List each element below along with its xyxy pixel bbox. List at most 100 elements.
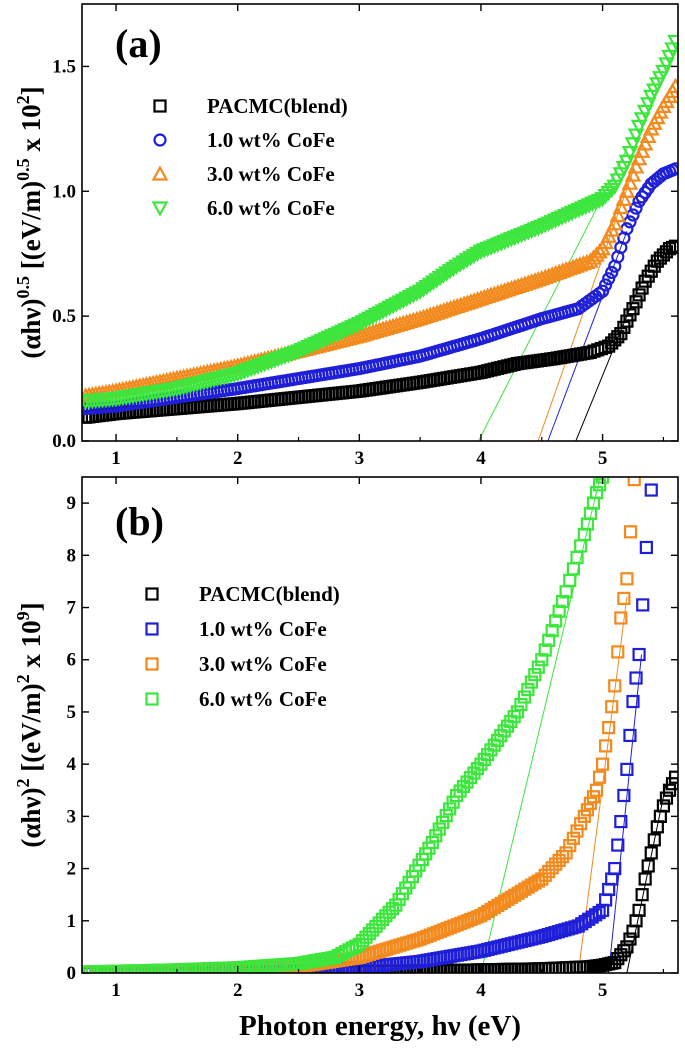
data-point — [428, 273, 446, 289]
data-point — [574, 817, 588, 831]
y-axis-label-part: (αhν) — [16, 788, 46, 848]
data-point — [542, 633, 556, 647]
data-point — [667, 34, 678, 51]
legend-marker — [145, 692, 159, 706]
data-point — [441, 264, 459, 280]
data-point — [629, 671, 643, 685]
data-point — [435, 268, 452, 285]
data-point — [549, 857, 563, 871]
data-point — [632, 647, 646, 662]
y-axis-label: (αhν)0.5 [(eV/m)0.5 x 102] — [13, 86, 46, 358]
data-point — [330, 326, 348, 342]
data-point — [499, 233, 517, 249]
data-point — [668, 239, 678, 253]
data-point — [249, 359, 267, 375]
data-point — [444, 261, 462, 278]
data-point — [394, 293, 412, 309]
data-point — [545, 861, 559, 875]
data-point — [516, 226, 534, 242]
data-point — [550, 212, 568, 228]
data-point — [636, 135, 654, 151]
plot-area — [82, 34, 678, 441]
data-point — [379, 909, 393, 923]
y-tick-label: 2 — [67, 859, 77, 880]
y-axis-label-sup: 0.5 — [13, 276, 33, 299]
data-point — [546, 213, 564, 229]
data-point — [451, 257, 469, 273]
data-point — [408, 286, 426, 302]
data-point — [448, 259, 465, 276]
plot-area — [82, 477, 678, 973]
legend-marker — [153, 133, 167, 147]
data-point — [602, 721, 616, 735]
y-axis-label-sup: 0.5 — [13, 158, 33, 181]
data-point — [611, 838, 625, 852]
data-point — [438, 266, 456, 282]
data-point — [334, 324, 351, 341]
data-point — [665, 240, 678, 255]
data-point — [458, 253, 476, 269]
data-point — [589, 783, 604, 797]
data-point — [378, 302, 395, 319]
data-point — [615, 190, 633, 207]
data-point — [603, 182, 621, 199]
data-point — [627, 158, 645, 174]
y-axis-label-part: ] — [16, 602, 46, 611]
data-point — [644, 483, 658, 497]
y-axis-label-sup: 2 — [13, 779, 33, 788]
x-tick-label: 3 — [355, 448, 365, 469]
data-point — [486, 239, 503, 255]
data-point — [533, 219, 551, 236]
data-point — [381, 300, 399, 317]
legend-label: 3.0 wt% CoFe — [207, 162, 335, 186]
y-axis-label-part: [(eV/m) — [16, 181, 46, 276]
data-point — [578, 253, 596, 270]
data-point — [365, 923, 380, 937]
data-point — [536, 218, 554, 234]
y-tick-label: 1 — [67, 911, 77, 932]
data-point — [635, 888, 649, 902]
data-point — [300, 339, 317, 356]
data-point — [570, 202, 588, 219]
data-point — [552, 853, 566, 867]
data-point — [259, 355, 277, 372]
data-point — [647, 833, 661, 847]
data-point — [592, 905, 606, 920]
y-tick-label: 0.5 — [52, 306, 76, 327]
data-point — [354, 315, 372, 331]
data-point — [636, 598, 650, 612]
data-point — [620, 762, 634, 776]
data-point — [425, 275, 442, 291]
y-tick-label: 8 — [67, 545, 77, 566]
chart-panel-a: 1 2 3 4 50.00.51.01.5(αhν)0.5 [(eV/m)0.5 x 1… — [13, 3, 679, 469]
data-point — [503, 232, 520, 248]
data-point — [432, 822, 446, 836]
data-point — [563, 839, 577, 853]
data-point — [513, 227, 530, 244]
data-point — [286, 345, 304, 362]
data-point — [656, 799, 671, 813]
data-point — [632, 903, 646, 917]
data-point — [552, 604, 566, 618]
data-point — [528, 876, 542, 890]
x-tick-label: 3 — [355, 980, 365, 1001]
data-point — [446, 795, 460, 809]
x-tick-label: 4 — [476, 980, 486, 1001]
data-point — [357, 313, 375, 329]
data-point — [364, 309, 382, 326]
data-point — [526, 222, 544, 238]
data-point — [611, 645, 625, 659]
data-point — [421, 277, 439, 294]
y-tick-label: 7 — [67, 598, 77, 619]
x-tick-label: 2 — [233, 448, 243, 469]
data-point — [510, 705, 525, 719]
data-point — [614, 814, 628, 829]
data-point — [600, 185, 618, 202]
y-tick-label: 4 — [67, 754, 77, 775]
data-point — [667, 77, 678, 94]
data-point — [556, 850, 570, 864]
y-axis-label: (αhν)2 [(eV/m)2 x 109] — [13, 602, 46, 847]
data-point — [580, 198, 598, 214]
data-point — [327, 327, 345, 344]
data-point — [242, 361, 260, 378]
